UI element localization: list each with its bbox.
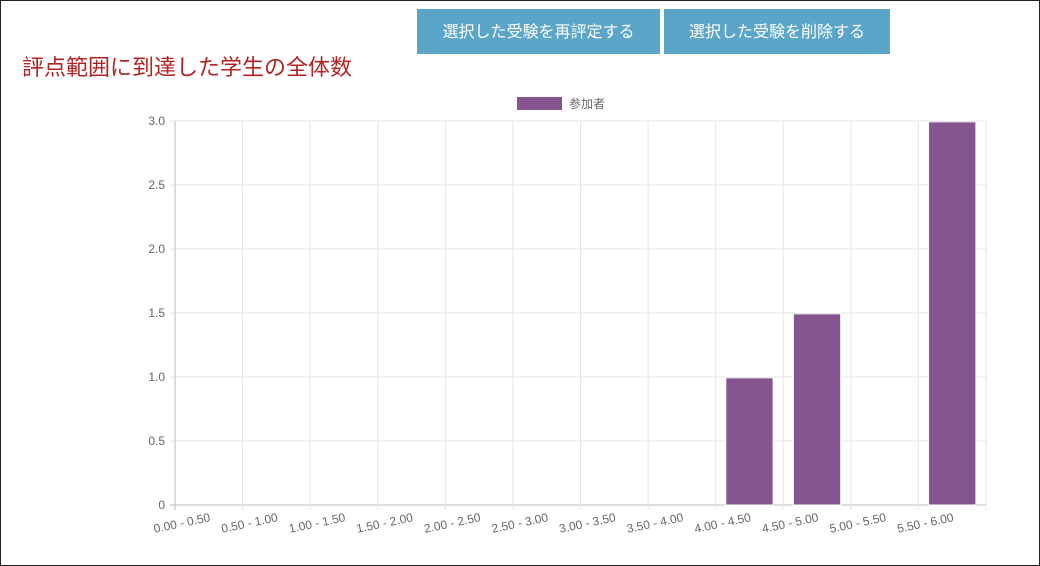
x-tick-label: 5.50 - 6.00 [896, 510, 955, 536]
x-tick-label: 4.00 - 4.50 [693, 510, 752, 536]
x-tick-label: 3.50 - 4.00 [625, 510, 684, 536]
y-tick-label: 2.0 [148, 242, 165, 256]
y-tick-label: 0 [158, 498, 165, 512]
y-tick-label: 0.5 [148, 434, 165, 448]
bar [725, 376, 774, 506]
bar [928, 120, 977, 506]
y-tick-label: 1.5 [148, 306, 165, 320]
bar [792, 312, 842, 506]
x-tick-label: 4.50 - 5.00 [761, 510, 820, 536]
legend-swatch [517, 97, 562, 110]
x-tick-label: 5.00 - 5.50 [828, 510, 887, 536]
y-tick-label: 3.0 [148, 114, 165, 128]
delete-selected-attempts-button[interactable]: 選択した受験を削除する [664, 9, 890, 54]
x-tick-label: 2.50 - 3.00 [490, 510, 549, 536]
y-tick-label: 1.0 [148, 370, 165, 384]
legend-label: 参加者 [569, 96, 605, 111]
x-tick-label: 0.00 - 0.50 [152, 510, 211, 536]
x-tick-label: 1.50 - 2.00 [355, 510, 414, 536]
x-tick-label: 3.00 - 3.50 [558, 510, 617, 536]
chart-title: 評点範囲に到達した学生の全体数 [22, 56, 353, 81]
x-tick-label: 2.00 - 2.50 [423, 510, 482, 536]
rescore-selected-attempts-button[interactable]: 選択した受験を再評定する [417, 9, 660, 54]
x-tick-label: 0.50 - 1.00 [220, 510, 279, 536]
x-tick-label: 1.00 - 1.50 [288, 510, 347, 536]
y-tick-label: 2.5 [148, 178, 165, 192]
